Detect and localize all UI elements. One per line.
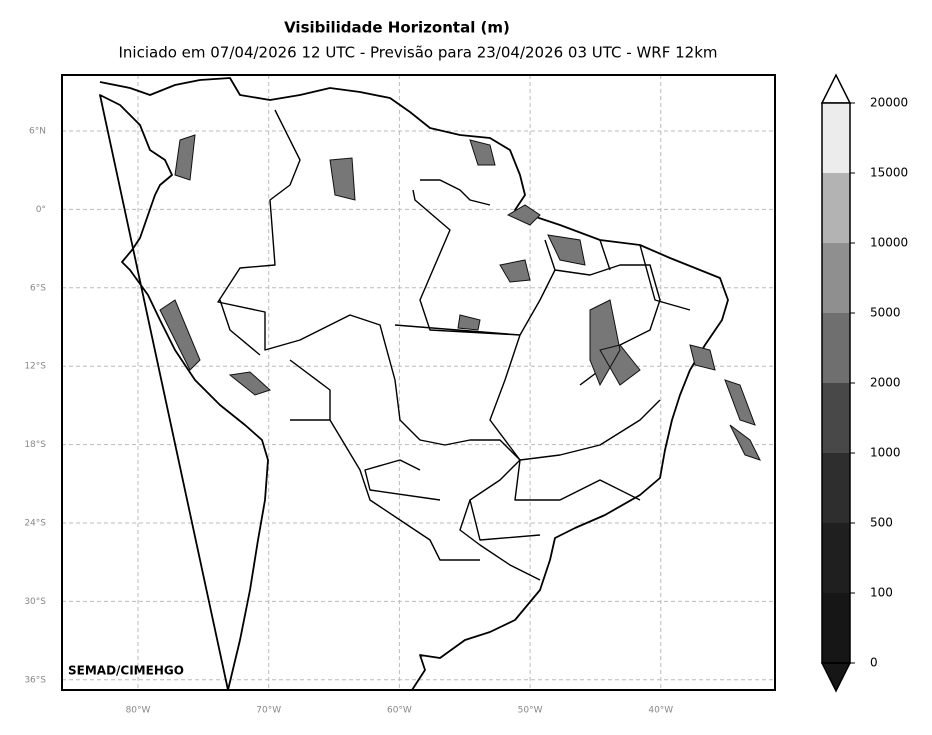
lat-label: 30°S: [24, 597, 46, 607]
colorbar-extend-max: [820, 73, 852, 104]
lat-label: 18°S: [24, 440, 46, 450]
map-frame: [61, 74, 776, 691]
subtitle: Iniciado em 07/04/2026 12 UTC - Previsão…: [118, 44, 717, 62]
colorbar-extend-min: [820, 662, 852, 693]
state-borders: [219, 179, 691, 561]
colorbar-band: [822, 523, 850, 593]
coastline: [99, 77, 729, 691]
lon-label: 60°W: [387, 706, 412, 716]
brazil-border: [217, 109, 541, 581]
lat-label: 12°S: [24, 362, 46, 372]
colorbar-tick-label: 500: [870, 516, 893, 530]
lon-label: 80°W: [126, 706, 151, 716]
lat-label: 6°S: [30, 283, 46, 293]
title: Visibilidade Horizontal (m): [284, 19, 510, 37]
colorbar: 0 100 500 1000 2000 5000 10000 15000 20000: [820, 73, 908, 693]
coastline-west: [99, 94, 269, 691]
colorbar-band: [822, 453, 850, 523]
map-shapes: [99, 77, 761, 691]
colorbar-band: [822, 383, 850, 453]
graticule: [62, 75, 775, 690]
lon-label: 40°W: [648, 706, 673, 716]
lat-label: 0°: [36, 205, 46, 215]
colorbar-tick-label: 2000: [870, 376, 901, 390]
colorbar-tick-label: 0: [870, 656, 878, 670]
colorbar-tick-label: 1000: [870, 446, 901, 460]
colorbar-tick-label: 10000: [870, 236, 908, 250]
colorbar-tick-label: 20000: [870, 96, 908, 110]
lon-label: 50°W: [518, 706, 543, 716]
colorbar-band: [822, 593, 850, 663]
lat-label: 6°N: [29, 127, 46, 137]
colorbar-tick-label: 15000: [870, 166, 908, 180]
colorbar-band: [822, 243, 850, 313]
visibility-field: [159, 134, 761, 461]
colorbar-tick-label: 100: [870, 586, 893, 600]
lat-label: 24°S: [24, 519, 46, 529]
colorbar-band: [822, 103, 850, 173]
lat-label: 36°S: [24, 675, 46, 685]
colorbar-band: [822, 313, 850, 383]
credit: SEMAD/CIMEHGO: [68, 664, 184, 678]
lon-label: 70°W: [256, 706, 281, 716]
colorbar-tick-label: 5000: [870, 306, 901, 320]
colorbar-band: [822, 173, 850, 243]
